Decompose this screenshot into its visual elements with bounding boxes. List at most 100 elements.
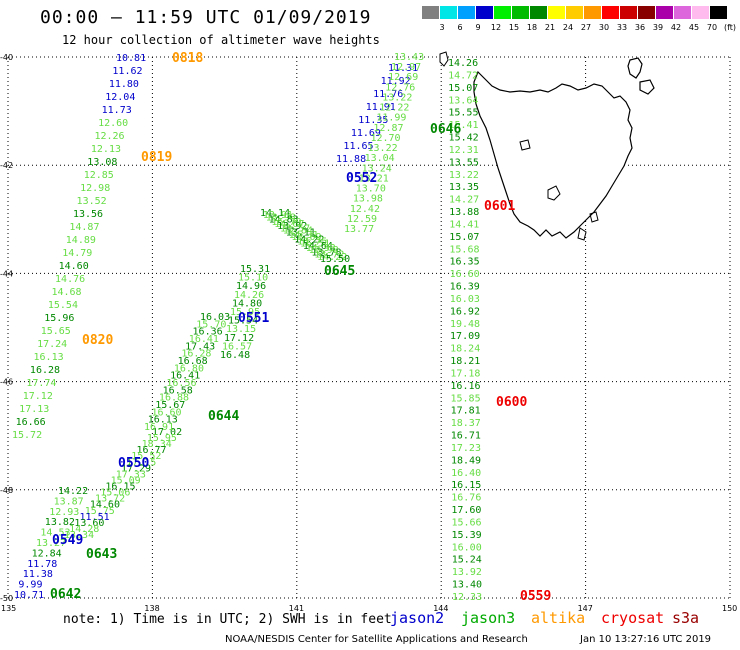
- scale-swatch: [458, 6, 476, 19]
- wave-height-value: 16.92: [450, 306, 480, 317]
- wave-height-value: 16.40: [451, 468, 481, 479]
- wave-height-value: 16.51: [300, 239, 330, 250]
- pass-time-label: 0551: [238, 311, 269, 326]
- wave-height-value: 16.41: [170, 371, 200, 382]
- scale-swatch: [548, 6, 566, 19]
- wave-height-value: 13.22: [382, 92, 412, 103]
- wave-height-value: 12.87: [373, 123, 403, 134]
- wave-height-value: 13.57: [280, 223, 310, 234]
- wave-height-value: 13.22: [368, 143, 398, 154]
- wave-height-value: 16.13: [148, 415, 178, 426]
- wave-height-value: 10.81: [116, 53, 146, 64]
- flinders-island: [627, 57, 643, 79]
- wave-height-value: 13.98: [309, 245, 339, 256]
- wave-height-value: 13.98: [353, 194, 383, 205]
- scale-swatch: [692, 6, 710, 19]
- satellite-tracks: 10.81 11.62 11.80 12.04 11.73 12.60 12.26 12.13…: [12, 51, 551, 604]
- wave-height-value: 14.26: [234, 290, 264, 301]
- pass-time-label: 0601: [484, 199, 515, 214]
- wave-height-value: 13.22: [449, 170, 479, 181]
- wave-height-value: 15.54: [228, 316, 258, 327]
- axis-labels: 135 138 141 144 147 150 -40 -42 -44 -46 -48 -50: [0, 53, 737, 613]
- scale-label: 45: [688, 23, 700, 32]
- legend-cryosat: cryosat: [601, 609, 665, 627]
- wave-height-value: 12.04: [105, 92, 135, 103]
- pass-time-label: 0549: [52, 533, 83, 548]
- wave-height-value: 16.16: [450, 381, 480, 392]
- wave-height-value: 12.22: [379, 103, 409, 114]
- legend-altika: altika: [531, 609, 586, 627]
- pass-time-label: 0642: [50, 587, 81, 602]
- scale-swatch: [566, 6, 584, 19]
- wave-height-value: 17.24: [37, 339, 67, 350]
- wave-height-value: 18.49: [451, 455, 481, 466]
- scale-label: 42: [670, 23, 682, 32]
- wave-height-value: 14.14: [260, 208, 290, 219]
- wave-height-value: 17.18: [450, 368, 480, 379]
- wave-height-value: 14.41: [449, 219, 479, 230]
- wave-height-value: 13.52: [77, 196, 107, 207]
- wave-height-value: 12.85: [84, 170, 114, 181]
- wave-height-value: 13.24: [362, 163, 392, 174]
- wave-height-value: 16.71: [451, 431, 481, 442]
- page-subtitle: 12 hour collection of altimeter wave hei…: [62, 33, 380, 47]
- wave-height-value: 12.97: [391, 62, 421, 73]
- wave-height-value: 17.15: [126, 457, 156, 468]
- wave-height-value: 13.72: [314, 250, 344, 261]
- wave-height-value: 15.70: [196, 319, 226, 330]
- wave-height-value: 9.99: [18, 580, 42, 591]
- lat-tick-label: -42: [0, 161, 13, 170]
- wave-height-value: 16.77: [136, 445, 166, 456]
- lon-tick-label: 138: [144, 604, 159, 613]
- legend-jason3: jason3: [461, 609, 516, 627]
- scale-swatch: [674, 6, 692, 19]
- scale-swatch: [710, 6, 728, 19]
- scale-swatch: [602, 6, 620, 19]
- wave-height-value: 15.07: [449, 232, 479, 243]
- tasmania-coastline: [439, 51, 655, 241]
- legend-s3a: s3a: [672, 609, 700, 627]
- wave-height-value: 15.52: [131, 451, 161, 462]
- wave-height-value: 16.88: [159, 393, 189, 404]
- wave-height-value: 15.10: [238, 273, 268, 284]
- wave-height-value: 16.15: [451, 480, 481, 491]
- wave-height-value: 16.03: [200, 312, 230, 323]
- wave-height-value: 13.87: [54, 496, 84, 507]
- wave-height-value: 17.02: [152, 427, 182, 438]
- wave-height-value: 13.78: [311, 247, 341, 258]
- wave-height-value: 13.91: [263, 210, 293, 221]
- wave-height-value: 11.88: [336, 154, 366, 165]
- wave-height-value: 15.39: [452, 530, 482, 541]
- wave-height-value: 13.04: [365, 153, 395, 164]
- scale-label: 70: [706, 23, 718, 32]
- wave-height-value: 16.36: [193, 327, 223, 338]
- scale-swatch: [584, 6, 602, 19]
- wave-height-value: 14.60: [90, 500, 120, 511]
- wave-height-value: 13.11: [286, 228, 316, 239]
- wave-height-value: 17.09: [450, 331, 480, 342]
- wave-height-value: 19.48: [450, 319, 480, 330]
- wave-height-value: 12.70: [370, 133, 400, 144]
- scale-swatch: [512, 6, 530, 19]
- wave-height-value: 13.82: [45, 517, 75, 528]
- wave-height-value: 11.73: [102, 105, 132, 116]
- wave-height-value: 14.80: [232, 298, 262, 309]
- wave-height-value: 13.75: [297, 236, 327, 247]
- wave-height-value: 16.60: [450, 269, 480, 280]
- wave-height-value: 16.03: [450, 294, 480, 305]
- lon-tick-label: 150: [722, 604, 737, 613]
- wave-height-value: 17.29: [121, 463, 151, 474]
- wave-height-value: 14.79: [62, 248, 92, 259]
- lat-tick-label: -46: [0, 378, 13, 387]
- wave-height-value: 15.24: [452, 555, 482, 566]
- wave-height-value: 16.58: [163, 385, 193, 396]
- scale-swatch: [440, 6, 458, 19]
- wave-height-value: 17.60: [451, 505, 481, 516]
- wave-height-value: 14.87: [69, 222, 99, 233]
- page-title: 00:00 – 11:59 UTC 01/09/2019: [40, 7, 372, 28]
- wave-height-value: 15.31: [240, 264, 270, 275]
- wave-height-value: 15.06: [100, 488, 130, 499]
- wave-height-value: 18.37: [451, 418, 481, 429]
- wave-height-value: 16.00: [452, 542, 482, 553]
